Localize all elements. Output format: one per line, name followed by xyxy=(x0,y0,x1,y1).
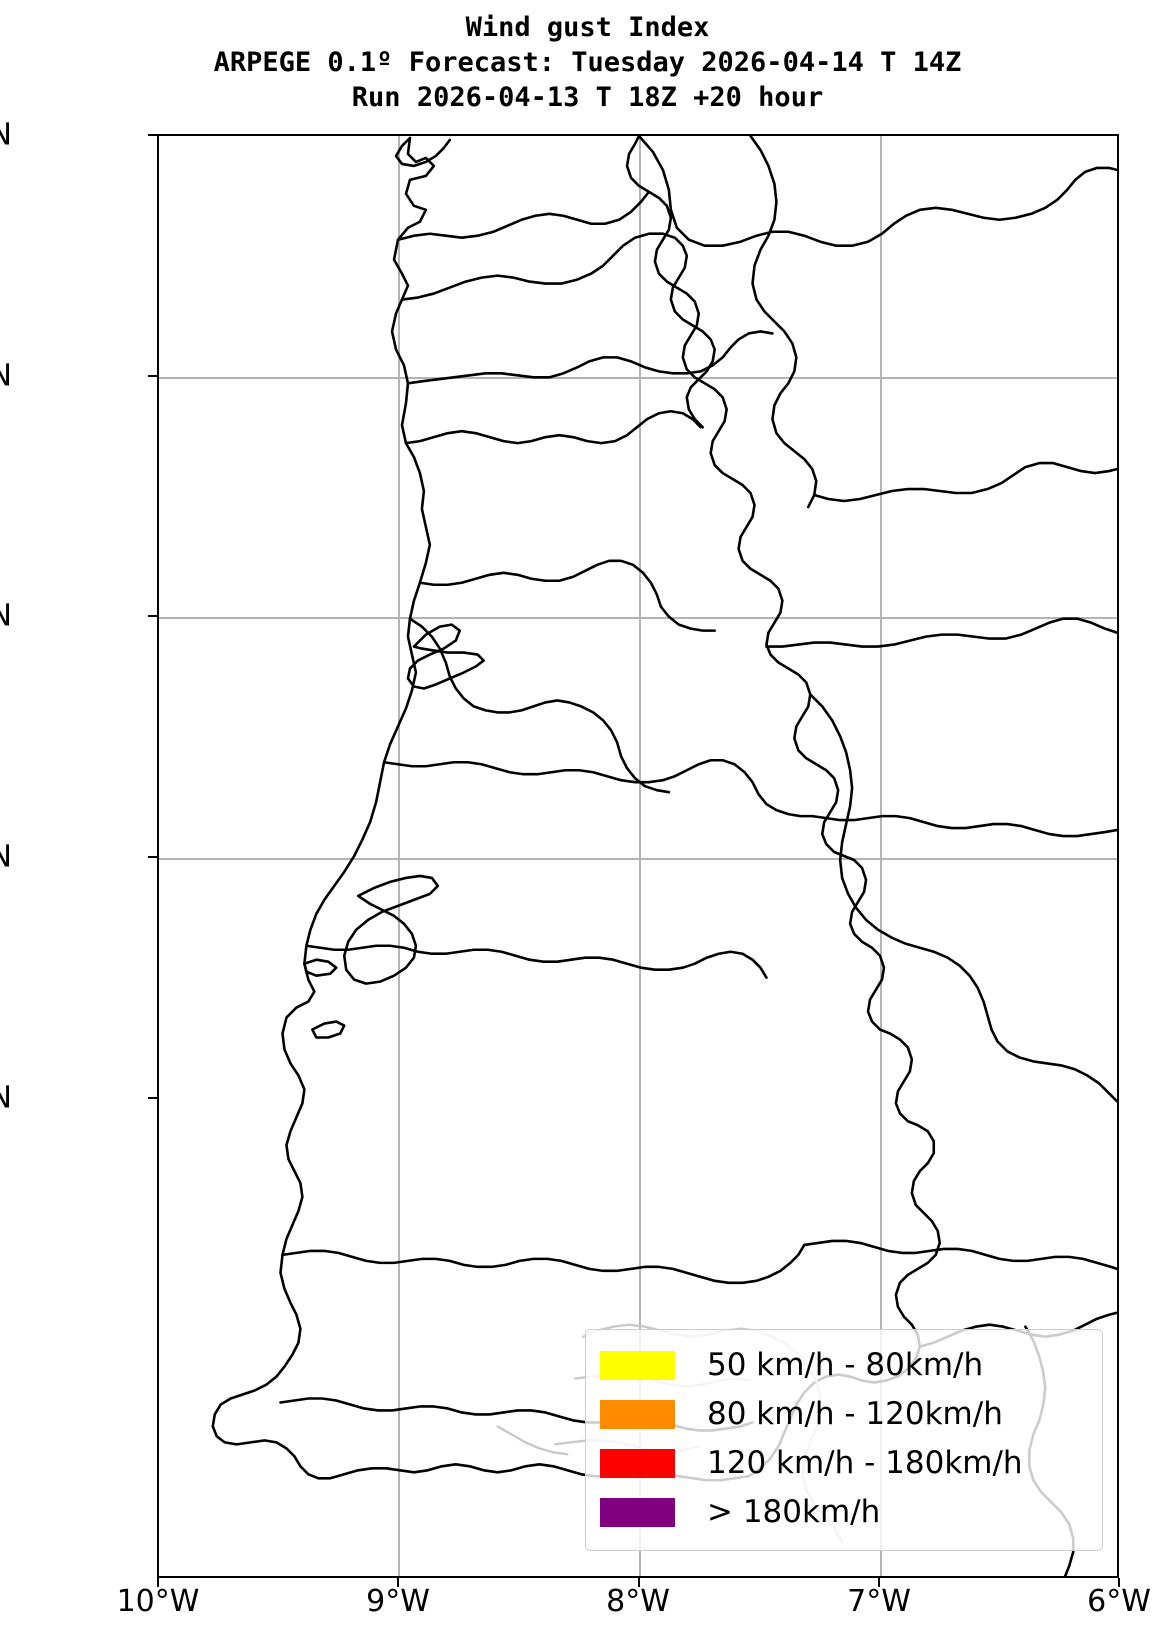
xtick-mark-7W xyxy=(878,1578,880,1587)
ytick-label-42_5N: 42.5°N xyxy=(0,117,12,153)
boundary-spain-north-2 xyxy=(749,136,818,509)
boundary-spain-north-1 xyxy=(637,136,1117,247)
ytick-label-36_5N: 36.5°N xyxy=(0,1080,12,1116)
district-boundary-alentejo-s xyxy=(281,1243,806,1285)
legend-swatch-red xyxy=(600,1449,675,1478)
legend-row-1[interactable]: 80 km/h - 120km/h xyxy=(600,1390,1088,1439)
ytick-mark-42_5N xyxy=(148,134,157,136)
legend-label-0: 50 km/h - 80km/h xyxy=(707,1347,984,1383)
ytick-label-38N: 38°N xyxy=(0,839,12,875)
ytick-mark-39_5N xyxy=(148,615,157,617)
coastline-mondego-inlet xyxy=(303,958,338,977)
ytick-mark-41N xyxy=(148,375,157,377)
gridline-lat-39_5n xyxy=(159,617,1117,619)
coastline-galicia xyxy=(394,136,452,168)
legend-label-3: > 180km/h xyxy=(707,1494,881,1530)
boundary-spain-andalusia-n xyxy=(803,1239,1117,1271)
district-boundary-estremadura-n xyxy=(418,559,716,632)
legend-row-3[interactable]: > 180km/h xyxy=(600,1488,1088,1537)
legend-row-0[interactable]: 50 km/h - 80km/h xyxy=(600,1341,1088,1390)
xtick-label-7W: 7°W xyxy=(847,1584,911,1619)
boundary-spain-central-2 xyxy=(765,617,1117,648)
xtick-mark-8W xyxy=(638,1578,640,1587)
legend-swatch-yellow xyxy=(600,1351,675,1380)
xtick-mark-6W xyxy=(1118,1578,1120,1587)
title-line-2: ARPEGE 0.1º Forecast: Tuesday 2026-04-14… xyxy=(213,47,962,78)
xtick-label-10W: 10°W xyxy=(116,1584,200,1619)
map-plot-area[interactable]: 50 km/h - 80km/h 80 km/h - 120km/h 120 k… xyxy=(157,134,1119,1578)
legend-label-1: 80 km/h - 120km/h xyxy=(707,1396,1003,1432)
xtick-mark-9W xyxy=(397,1578,399,1587)
district-boundary-douro-litoral xyxy=(400,232,716,429)
legend-swatch-purple xyxy=(600,1498,675,1527)
coastline-portugal-west xyxy=(211,136,750,1482)
border-portugal-spain xyxy=(625,136,942,1478)
gridline-lat-41n xyxy=(159,377,1117,379)
district-boundary-minho xyxy=(396,190,651,242)
ytick-label-39_5N: 39.5°N xyxy=(0,598,12,634)
ytick-label-41N: 41°N xyxy=(0,358,12,394)
legend-row-2[interactable]: 120 km/h - 180km/h xyxy=(600,1439,1088,1488)
boundary-spain-central-3 xyxy=(808,693,1117,1103)
ytick-mark-38N xyxy=(148,856,157,858)
gridline-lon-7w xyxy=(880,136,882,1576)
district-boundary-beira-centro xyxy=(404,409,703,445)
district-boundary-alentejo-n xyxy=(382,758,814,818)
district-boundary-ribatejo xyxy=(408,617,671,794)
gridline-lat-38n xyxy=(159,858,1117,860)
gridline-lon-9w xyxy=(398,136,400,1576)
coastline-tagus-estuary xyxy=(342,874,440,985)
boundary-spain-extremadura xyxy=(810,814,1117,838)
title-line-1: Wind gust Index xyxy=(465,12,710,43)
xtick-label-8W: 8°W xyxy=(606,1584,670,1619)
title-line-3: Run 2026-04-13 T 18Z +20 hour xyxy=(351,82,824,113)
gridline-lon-8w xyxy=(639,136,641,1576)
legend-label-2: 120 km/h - 180km/h xyxy=(707,1445,1023,1481)
coastline-sado-estuary xyxy=(311,1020,346,1039)
coastline-ria-de-aveiro xyxy=(406,623,485,690)
xtick-mark-10W xyxy=(157,1578,159,1587)
xtick-label-6W: 6°W xyxy=(1087,1584,1151,1619)
ytick-mark-36_5N xyxy=(148,1097,157,1099)
boundary-spain-central-1 xyxy=(812,461,1117,503)
xtick-label-9W: 9°W xyxy=(366,1584,430,1619)
legend[interactable]: 50 km/h - 80km/h 80 km/h - 120km/h 120 k… xyxy=(585,1329,1103,1551)
legend-swatch-orange xyxy=(600,1400,675,1429)
district-boundary-alentejo-c xyxy=(305,944,768,979)
chart-title-block: Wind gust Index ARPEGE 0.1º Forecast: Tu… xyxy=(0,10,1175,115)
district-boundary-beira-litoral xyxy=(406,330,774,385)
